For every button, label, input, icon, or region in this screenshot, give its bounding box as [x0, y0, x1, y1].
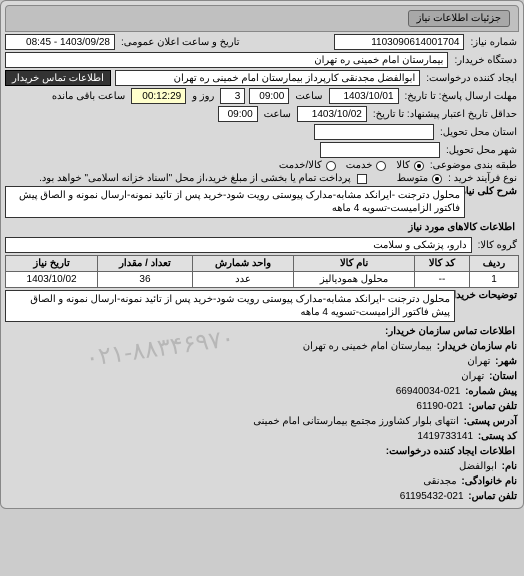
- radio-icon: [326, 161, 336, 171]
- deadline-date: 1403/10/01: [329, 88, 399, 104]
- creator-name-value: ابوالفضل: [459, 461, 497, 472]
- items-header: اطلاعات کالاهای مورد نیاز: [5, 220, 519, 235]
- validity-label: حداقل تاریخ اعتبار پیشنهاد: تا تاریخ:: [371, 109, 519, 120]
- col-name: نام کالا: [294, 256, 415, 272]
- col-qty: تعداد / مقدار: [98, 256, 193, 272]
- footer-phone-label: تلفن تماس:: [466, 401, 519, 412]
- footer-address-label: آدرس پستی:: [462, 416, 519, 427]
- footer-phone-value: 021-61190: [416, 401, 463, 412]
- creator-name: نام: ابوالفضل: [5, 459, 519, 474]
- deadline-remaining: 00:12:29: [131, 88, 186, 104]
- budget-label: طبقه بندی موضوعی:: [428, 160, 519, 171]
- footer-city-label: شهر:: [493, 356, 519, 367]
- creator-title: اطلاعات ایجاد کننده درخواست:: [5, 444, 519, 459]
- creator-family-label: نام خانوادگی:: [459, 476, 519, 487]
- tab-header: جزئیات اطلاعات نیاز: [5, 5, 519, 32]
- footer-prefix-value: 021-66940034: [396, 386, 461, 397]
- radio-icon: [432, 174, 442, 184]
- budget-radios: کالا خدمت کالا/خدمت: [277, 160, 424, 171]
- buyer-city-label: شهر محل تحویل:: [444, 145, 519, 156]
- treasury-checkbox[interactable]: [357, 174, 367, 184]
- footer-postal: کد پستی: 1419733141: [5, 429, 519, 444]
- footer-org-value: بیمارستان امام خمینی ره تهران: [303, 341, 432, 352]
- process-option-0[interactable]: متوسط: [395, 173, 442, 184]
- buyer-org-value: بیمارستان امام خمینی ره تهران: [5, 52, 448, 68]
- budget-option-1[interactable]: خدمت: [344, 160, 387, 171]
- budget-option-2[interactable]: کالا/خدمت: [277, 160, 336, 171]
- process-option-0-label: متوسط: [395, 173, 430, 184]
- deadline-days: 3: [220, 88, 245, 104]
- cell-date: 1403/10/02: [6, 272, 98, 288]
- deadline-day-label: روز و: [190, 91, 216, 102]
- table-row: 1 -- محلول همودیالیز عدد 36 1403/10/02: [6, 272, 519, 288]
- items-table: ردیف کد کالا نام کالا واحد شمارش تعداد /…: [5, 255, 519, 288]
- deadline-time-label: ساعت: [293, 91, 324, 102]
- cell-name: محلول همودیالیز: [294, 272, 415, 288]
- creator-name-label: نام:: [500, 461, 519, 472]
- budget-option-1-label: خدمت: [344, 160, 375, 171]
- creator-phone-value: 021-61195432: [400, 491, 464, 502]
- footer-prefix-label: پیش شماره:: [463, 386, 519, 397]
- treasury-label: پرداخت تمام یا بخشی از مبلغ خرید،از محل …: [37, 173, 353, 184]
- footer-postal-value: 1419733141: [417, 431, 473, 442]
- validity-time: 09:00: [218, 106, 258, 122]
- buyer-state-label: استان محل تحویل:: [438, 127, 519, 138]
- col-row: ردیف: [470, 256, 519, 272]
- cell-unit: عدد: [192, 272, 293, 288]
- footer-address-value: انتهای بلوار کشاورز مجتمع بیمارستانی اما…: [253, 416, 458, 427]
- req-number-label: شماره نیاز:: [468, 37, 519, 48]
- cell-code: --: [414, 272, 469, 288]
- creator-phone-label: تلفن تماس:: [466, 491, 519, 502]
- footer-city-value: تهران: [467, 356, 490, 367]
- col-date: تاریخ نیاز: [6, 256, 98, 272]
- buyer-org-label: دستگاه خریدار:: [452, 55, 519, 66]
- buyer-notes-label: توضیحات خریدار:: [459, 290, 519, 301]
- col-unit: واحد شمارش: [192, 256, 293, 272]
- creator-family: نام خانوادگی: مجدنقی: [5, 474, 519, 489]
- creator-family-value: مجدنقی: [423, 476, 456, 487]
- group-label: گروه کالا:: [476, 240, 519, 251]
- budget-option-0[interactable]: کالا: [394, 160, 424, 171]
- footer-state-value: تهران: [461, 371, 484, 382]
- budget-option-2-label: کالا/خدمت: [277, 160, 324, 171]
- tab-details[interactable]: جزئیات اطلاعات نیاز: [408, 10, 510, 27]
- footer-city: شهر: تهران: [5, 354, 519, 369]
- announce-label: تاریخ و ساعت اعلان عمومی:: [119, 37, 242, 48]
- req-number-value: 1103090614001704: [334, 34, 464, 50]
- radio-icon: [376, 161, 386, 171]
- footer-org: نام سازمان خریدار: بیمارستان امام خمینی …: [5, 339, 519, 354]
- group-value: دارو، پزشکی و سلامت: [5, 237, 472, 253]
- deadline-label: مهلت ارسال پاسخ: تا تاریخ:: [403, 91, 519, 102]
- buyer-city-value: [320, 142, 440, 158]
- footer-prefix: پیش شماره: 021-66940034: [5, 384, 519, 399]
- budget-option-0-label: کالا: [394, 160, 412, 171]
- requester-label: ایجاد کننده درخواست:: [424, 73, 519, 84]
- cell-row: 1: [470, 272, 519, 288]
- footer-address: آدرس پستی: انتهای بلوار کشاورز مجتمع بیم…: [5, 414, 519, 429]
- footer-phone: تلفن تماس: 021-61190: [5, 399, 519, 414]
- footer-state-label: استان:: [487, 371, 519, 382]
- col-code: کد کالا: [414, 256, 469, 272]
- footer-org-label: نام سازمان خریدار:: [435, 341, 519, 352]
- creator-phone: تلفن تماس: 021-61195432: [5, 489, 519, 504]
- announce-value: 1403/09/28 - 08:45: [5, 34, 115, 50]
- desc-label: شرح کلی نیاز:: [469, 186, 519, 197]
- process-label: نوع فرآیند خرید :: [446, 173, 519, 184]
- radio-icon: [414, 161, 424, 171]
- footer-postal-label: کد پستی:: [476, 431, 519, 442]
- desc-text: محلول دترجنت -ایرانکد مشابه-مدارک پیوستی…: [5, 186, 465, 218]
- validity-time-label: ساعت: [262, 109, 293, 120]
- cell-qty: 36: [98, 272, 193, 288]
- contact-buyer-button[interactable]: اطلاعات تماس خریدار: [5, 70, 111, 86]
- buyer-state-value: [314, 124, 434, 140]
- requester-value: ابوالفضل مجدنقی کارپرداز بیمارستان امام …: [115, 70, 420, 86]
- footer-title: اطلاعات تماس سازمان خریدار:: [5, 324, 519, 339]
- buyer-notes-text: محلول دترجنت -ایرانکد مشابه-مدارک پیوستی…: [5, 290, 455, 322]
- deadline-remain-label: ساعت باقی مانده: [50, 91, 127, 102]
- validity-date: 1403/10/02: [297, 106, 367, 122]
- deadline-time: 09:00: [249, 88, 289, 104]
- footer-state: استان: تهران: [5, 369, 519, 384]
